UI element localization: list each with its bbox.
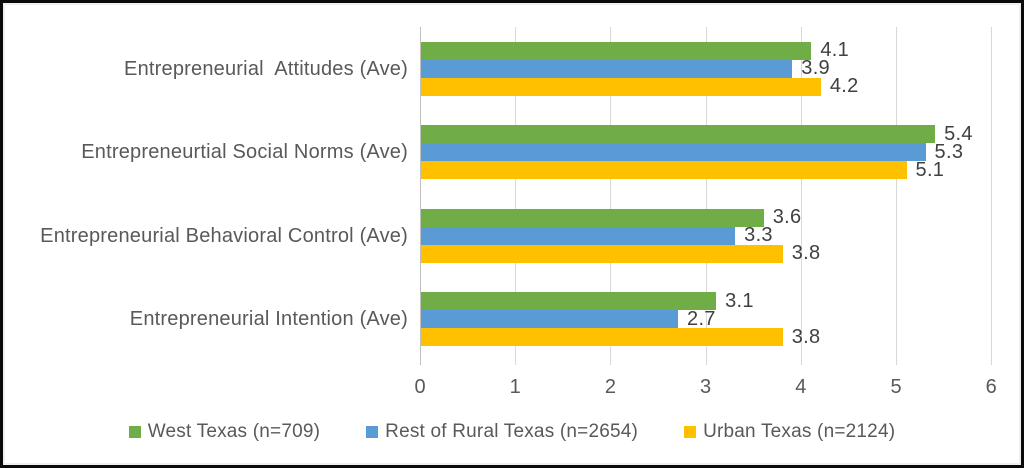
x-tick-label-3: 3 [700,376,712,398]
x-tick-label-2: 2 [604,376,616,398]
data-label: 3.8 [791,242,821,265]
legend-swatch-icon [366,426,379,438]
bar-series1-cat1 [421,143,926,162]
data-label: 3.6 [772,206,802,229]
gridline-x2 [610,27,612,365]
data-label: 4.2 [829,75,859,98]
data-label: 5.1 [915,158,945,181]
legend-swatch-icon [684,426,697,438]
bar-series0-cat2 [421,208,764,227]
bar-series2-cat0 [421,77,821,96]
bar-series1-cat0 [421,59,793,78]
category-label: Entrepreneurial Attitudes (Ave) [124,57,408,80]
data-label: 2.7 [687,307,716,330]
x-tick-label-4: 4 [795,376,807,398]
data-label: 3.8 [791,325,821,348]
category-label: Entrepreneurial Behavioral Control (Ave) [40,224,408,247]
bar-series0-cat1 [421,125,936,144]
category-axis-line [420,27,421,365]
legend-item-series2: Urban Texas (n=2124) [684,421,895,443]
bar-series2-cat3 [421,328,783,347]
legend-label: Rest of Rural Texas (n=2654) [385,421,639,442]
gridline-x5 [896,27,897,365]
data-label: 3.3 [744,224,773,247]
legend-label: West Texas (n=709) [147,421,321,442]
x-tick-label-5: 5 [890,376,902,398]
gridline-x4 [800,27,802,365]
bar-series1-cat2 [421,226,736,245]
x-tick-label-1: 1 [509,376,521,398]
category-label: Entrepreneurtial Social Norms (Ave) [81,141,408,164]
data-label: 3.1 [725,289,754,312]
bar-series0-cat0 [421,41,812,60]
legend-item-series0: West Texas (n=709) [128,421,321,443]
data-label: 3.9 [801,57,830,80]
gridline-x6 [991,27,993,365]
data-label: 5.4 [944,122,973,145]
chart-legend: West Texas (n=709) Rest of Rural Texas (n… [0,421,1024,443]
gridline-x3 [705,27,707,365]
legend-swatch-icon [128,426,141,438]
data-label: 4.1 [820,39,850,62]
x-tick-label-6: 6 [985,376,997,398]
x-tick-label-0: 0 [414,376,426,398]
bar-series2-cat1 [421,161,907,180]
legend-label: Urban Texas (n=2124) [703,421,896,442]
bar-series0-cat3 [421,292,717,311]
legend-item-series1: Rest of Rural Texas (n=2654) [366,421,638,443]
gridline-x1 [515,27,517,365]
bar-series2-cat2 [421,244,783,263]
category-label: Entrepreneurial Intention (Ave) [129,308,408,331]
data-label: 5.3 [934,140,964,163]
bar-series1-cat3 [421,310,679,329]
